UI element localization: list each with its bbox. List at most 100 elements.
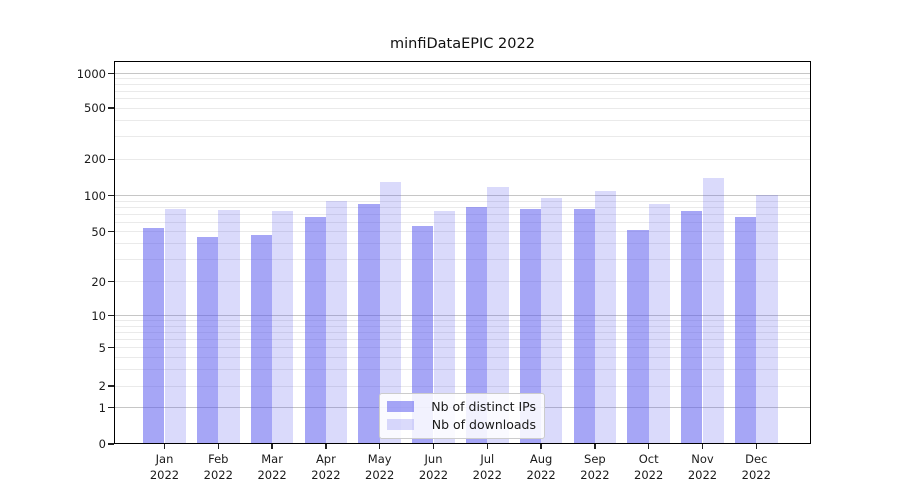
bar-downloads-oct: [648, 204, 671, 444]
gridline-800: [114, 84, 811, 86]
bar-downloads-aug: [541, 197, 563, 444]
y-tick-label-2: 2: [98, 379, 106, 393]
bar-downloads-nov: [702, 177, 724, 444]
bar-downloads-mar: [272, 210, 294, 444]
x-tick-mark-nov: [701, 444, 704, 449]
y-tick-label-0: 0: [98, 437, 106, 451]
x-tick-label-jun: Jun 2022: [418, 452, 449, 482]
y-tick-mark-1: [107, 407, 114, 409]
gridline-400: [114, 119, 811, 121]
gridline-200: [114, 158, 811, 160]
x-tick-mark-mar: [271, 444, 273, 449]
gridline-70: [114, 213, 811, 215]
gridline-9: [114, 320, 811, 322]
x-tick-mark-aug: [540, 444, 542, 449]
bar-distinct-ips-aug: [519, 208, 542, 444]
bar-distinct-ips-jun: [412, 225, 434, 444]
gridline-6: [114, 338, 811, 340]
legend-label-downloads: Nb of downloads: [431, 417, 536, 433]
x-tick-label-may: May 2022: [365, 452, 395, 482]
gridline-10: [114, 315, 811, 317]
bar-downloads-dec: [756, 195, 778, 444]
bar-downloads-jun: [433, 211, 455, 444]
bar-distinct-ips-nov: [681, 211, 703, 444]
gridline-30: [114, 258, 811, 260]
y-tick-label-100: 100: [84, 188, 106, 203]
y-tick-mark-500: [107, 107, 114, 109]
x-tick-label-dec: Dec 2022: [741, 452, 771, 482]
bar-distinct-ips-sep: [573, 208, 595, 444]
x-tick-mark-jul: [486, 444, 488, 449]
y-tick-label-50: 50: [91, 224, 106, 239]
y-tick-label-10: 10: [91, 308, 106, 323]
x-tick-mark-oct: [648, 444, 650, 449]
x-tick-mark-jun: [432, 444, 435, 449]
gridline-60: [114, 221, 811, 223]
gridline-8: [114, 325, 811, 327]
y-tick-mark-10: [107, 315, 114, 317]
legend-row-downloads: Nb of downloads: [387, 417, 536, 432]
x-tick-mark-may: [379, 444, 381, 449]
gridline-50: [114, 231, 811, 232]
y-tick-mark-2: [107, 385, 114, 387]
x-tick-mark-jan: [163, 444, 166, 449]
legend-row-distinct-ips: Nb of distinct IPs: [387, 399, 536, 414]
bar-downloads-jan: [164, 209, 186, 444]
y-tick-label-500: 500: [84, 101, 106, 115]
gridline-700: [114, 90, 811, 92]
bar-distinct-ips-feb: [196, 237, 219, 444]
y-tick-label-5: 5: [98, 340, 106, 355]
x-tick-label-jul: Jul 2022: [472, 452, 502, 482]
gridline-4: [114, 356, 811, 358]
legend-swatch-distinct-ips: [387, 400, 414, 412]
y-tick-label-1: 1: [98, 400, 106, 415]
gridline-20: [114, 281, 811, 283]
gridline-90: [114, 200, 811, 202]
x-tick-mark-apr: [325, 444, 327, 449]
gridline-7: [114, 331, 811, 333]
bar-downloads-may: [379, 182, 402, 444]
x-tick-label-jan: Jan 2022: [149, 452, 180, 482]
bar-downloads-jul: [487, 187, 509, 444]
gridline-2: [114, 385, 811, 387]
gridline-1000: [114, 73, 811, 75]
y-tick-mark-200: [107, 158, 114, 160]
bar-distinct-ips-dec: [734, 217, 757, 444]
bar-downloads-feb: [218, 209, 240, 444]
x-tick-label-feb: Feb 2022: [203, 452, 233, 482]
x-tick-label-oct: Oct 2022: [634, 452, 664, 482]
gridline-900: [114, 78, 811, 80]
legend-swatch-downloads: [387, 419, 414, 431]
x-tick-mark-sep: [594, 444, 596, 449]
legend: Nb of distinct IPs Nb of downloads: [379, 392, 545, 439]
y-tick-mark-50: [107, 230, 114, 233]
bar-distinct-ips-may: [358, 204, 380, 444]
x-tick-mark-dec: [755, 444, 757, 449]
bar-distinct-ips-jul: [465, 207, 488, 444]
gridline-3: [114, 368, 811, 370]
gridline-80: [114, 206, 811, 208]
gridline-600: [114, 98, 811, 100]
gridline-5: [114, 347, 811, 349]
gridline-100: [114, 195, 811, 197]
y-tick-label-1000: 1000: [76, 66, 106, 81]
x-tick-label-aug: Aug 2022: [526, 452, 556, 482]
bar-distinct-ips-jan: [143, 228, 165, 444]
bar-distinct-ips-mar: [250, 234, 273, 444]
gridline-300: [114, 136, 811, 138]
bar-distinct-ips-apr: [304, 217, 326, 444]
y-tick-label-20: 20: [91, 274, 106, 289]
x-tick-label-mar: Mar 2022: [257, 452, 287, 482]
x-tick-label-sep: Sep 2022: [580, 452, 610, 482]
bar-distinct-ips-oct: [627, 230, 649, 444]
bar-downloads-sep: [594, 190, 617, 444]
x-tick-label-nov: Nov 2022: [687, 452, 718, 482]
y-tick-mark-100: [107, 195, 114, 197]
legend-label-distinct-ips: Nb of distinct IPs: [431, 398, 536, 414]
y-tick-mark-20: [107, 281, 114, 283]
gridline-500: [114, 107, 811, 109]
y-tick-label-200: 200: [84, 152, 106, 167]
y-tick-mark-1000: [107, 73, 114, 75]
y-tick-mark-0: [107, 443, 114, 445]
